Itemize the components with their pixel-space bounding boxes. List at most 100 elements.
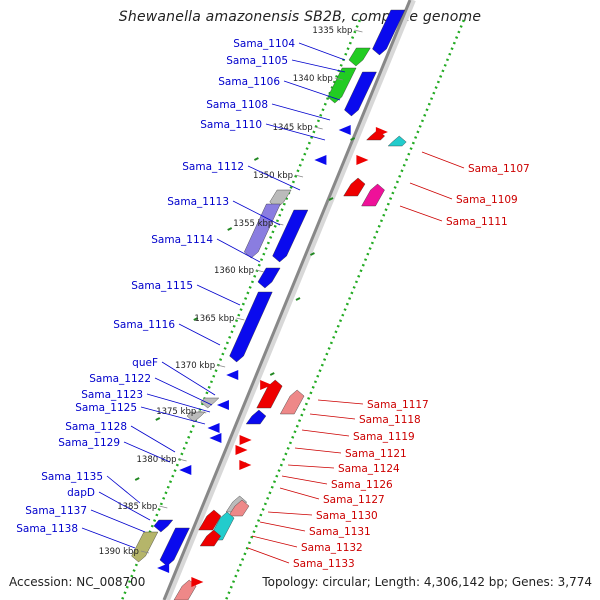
forward-gene-label: Sama_1104 bbox=[233, 38, 295, 50]
tick-mark bbox=[198, 410, 207, 414]
forward-gene-block bbox=[200, 397, 220, 409]
tick-mark bbox=[354, 29, 363, 33]
forward-gene-arrow bbox=[314, 155, 327, 165]
reverse-gene-leader bbox=[259, 521, 306, 532]
forward-gene-label: Sama_1128 bbox=[65, 421, 127, 433]
forward-gene-block bbox=[348, 47, 371, 67]
forward-gene-leader bbox=[130, 425, 176, 453]
tick-label: 1340 kbp bbox=[293, 74, 333, 84]
forward-gene-leader bbox=[178, 323, 221, 346]
gc-skew-mark bbox=[269, 372, 275, 376]
forward-gene-label: Sama_1135 bbox=[41, 471, 103, 483]
reverse-gene-label: Sama_1107 bbox=[468, 163, 530, 175]
tick-label: 1370 kbp bbox=[175, 361, 215, 371]
tick-label: 1345 kbp bbox=[273, 123, 313, 133]
reverse-gene-label: Sama_1121 bbox=[345, 448, 407, 460]
backbone-shadow bbox=[164, 0, 416, 600]
reverse-gene-leader bbox=[281, 475, 328, 485]
reverse-gene-block bbox=[198, 509, 222, 531]
gc-skew-mark bbox=[155, 417, 161, 421]
forward-gene-arrow bbox=[226, 370, 239, 380]
reverse-gene-leader bbox=[267, 511, 313, 516]
tick-label: 1390 kbp bbox=[99, 547, 139, 557]
forward-gene-block bbox=[269, 189, 292, 209]
summary-text: Topology: circular; Length: 4,306,142 bp… bbox=[262, 575, 592, 589]
reverse-gene-arrow bbox=[260, 380, 273, 390]
reverse-gene-leader bbox=[287, 464, 335, 469]
forward-gene-leader bbox=[123, 441, 171, 463]
forward-gene-block bbox=[243, 203, 281, 259]
reverse-gene-leader bbox=[294, 447, 342, 454]
reverse-gene-arrow bbox=[239, 460, 252, 470]
reverse-gene-label: Sama_1127 bbox=[323, 494, 385, 506]
forward-gene-block bbox=[159, 527, 190, 567]
reverse-gene-block bbox=[343, 177, 366, 197]
reverse-gene-leader bbox=[317, 399, 364, 405]
reverse-gene-block bbox=[279, 389, 305, 415]
forward-gene-leader bbox=[265, 123, 326, 141]
reverse-gene-arrow bbox=[239, 435, 252, 445]
forward-gene-label: Sama_1125 bbox=[75, 402, 137, 414]
reverse-gene-block bbox=[173, 579, 197, 600]
reverse-gene-label: Sama_1130 bbox=[316, 510, 378, 522]
tick-label: 1360 kbp bbox=[214, 266, 254, 276]
forward-gene-label: Sama_1122 bbox=[89, 373, 151, 385]
reverse-gene-leader bbox=[409, 182, 453, 200]
forward-gene-block bbox=[257, 267, 281, 289]
forward-gene-label: Sama_1110 bbox=[200, 119, 262, 131]
forward-gene-leader bbox=[283, 80, 341, 101]
reverse-gene-label: Sama_1111 bbox=[446, 216, 508, 228]
reverse-gene-label: Sama_1117 bbox=[367, 399, 429, 411]
gc-skew-mark bbox=[253, 157, 259, 161]
tick-label: 1375 kbp bbox=[156, 407, 196, 417]
reverse-gene-label: Sama_1133 bbox=[293, 558, 355, 570]
forward-gene-leader bbox=[106, 475, 141, 504]
forward-gene-block bbox=[344, 71, 377, 117]
forward-gene-leader bbox=[81, 527, 136, 549]
forward-gene-leader bbox=[140, 406, 206, 425]
tick-mark bbox=[236, 317, 245, 321]
forward-gene-block bbox=[131, 531, 159, 563]
forward-gene-leader bbox=[161, 361, 216, 396]
tick-mark bbox=[140, 550, 149, 554]
forward-gene-leader bbox=[232, 200, 281, 226]
forward-gene-label: Sama_1138 bbox=[16, 523, 78, 535]
reverse-gene-leader bbox=[421, 151, 465, 169]
tick-mark bbox=[217, 364, 226, 368]
backbone-line bbox=[162, 0, 412, 600]
forward-gene-label: Sama_1115 bbox=[131, 280, 193, 292]
forward-gene-leader bbox=[291, 59, 346, 73]
forward-gene-arrow bbox=[179, 465, 192, 475]
forward-gene-label: Sama_1114 bbox=[151, 234, 213, 246]
accession-text: Accession: NC_008700 bbox=[9, 575, 146, 589]
forward-gene-block bbox=[372, 9, 406, 56]
gc-skew-mark bbox=[350, 137, 356, 141]
forward-gene-arrow bbox=[157, 563, 170, 573]
tick-mark bbox=[334, 77, 343, 81]
reverse-gene-arrow bbox=[191, 577, 204, 587]
tick-label: 1350 kbp bbox=[253, 171, 293, 181]
forward-gene-leader bbox=[196, 284, 241, 306]
reverse-gene-block bbox=[361, 183, 385, 207]
tick-label: 1335 kbp bbox=[312, 26, 352, 36]
forward-gene-leader bbox=[154, 377, 213, 406]
forward-gene-label: Sama_1116 bbox=[113, 319, 175, 331]
tick-mark bbox=[159, 505, 168, 509]
reverse-gene-label: Sama_1119 bbox=[353, 431, 415, 443]
forward-gene-block bbox=[153, 519, 174, 533]
tick-mark bbox=[255, 269, 265, 273]
reverse-gene-leader bbox=[309, 413, 356, 420]
forward-gene-label: Sama_1129 bbox=[58, 437, 120, 449]
forward-gene-label: queF bbox=[132, 357, 158, 369]
reverse-gene-block bbox=[256, 379, 283, 409]
reverse-gene-leader bbox=[301, 429, 350, 437]
forward-gene-label: Sama_1137 bbox=[25, 505, 87, 517]
reverse-gene-block bbox=[387, 135, 407, 147]
forward-gene-label: Sama_1112 bbox=[182, 161, 244, 173]
reverse-gene-block bbox=[245, 409, 267, 425]
forward-gene-label: Sama_1106 bbox=[218, 76, 280, 88]
reverse-gene-label: Sama_1131 bbox=[309, 526, 371, 538]
gc-skew-mark bbox=[328, 197, 334, 201]
